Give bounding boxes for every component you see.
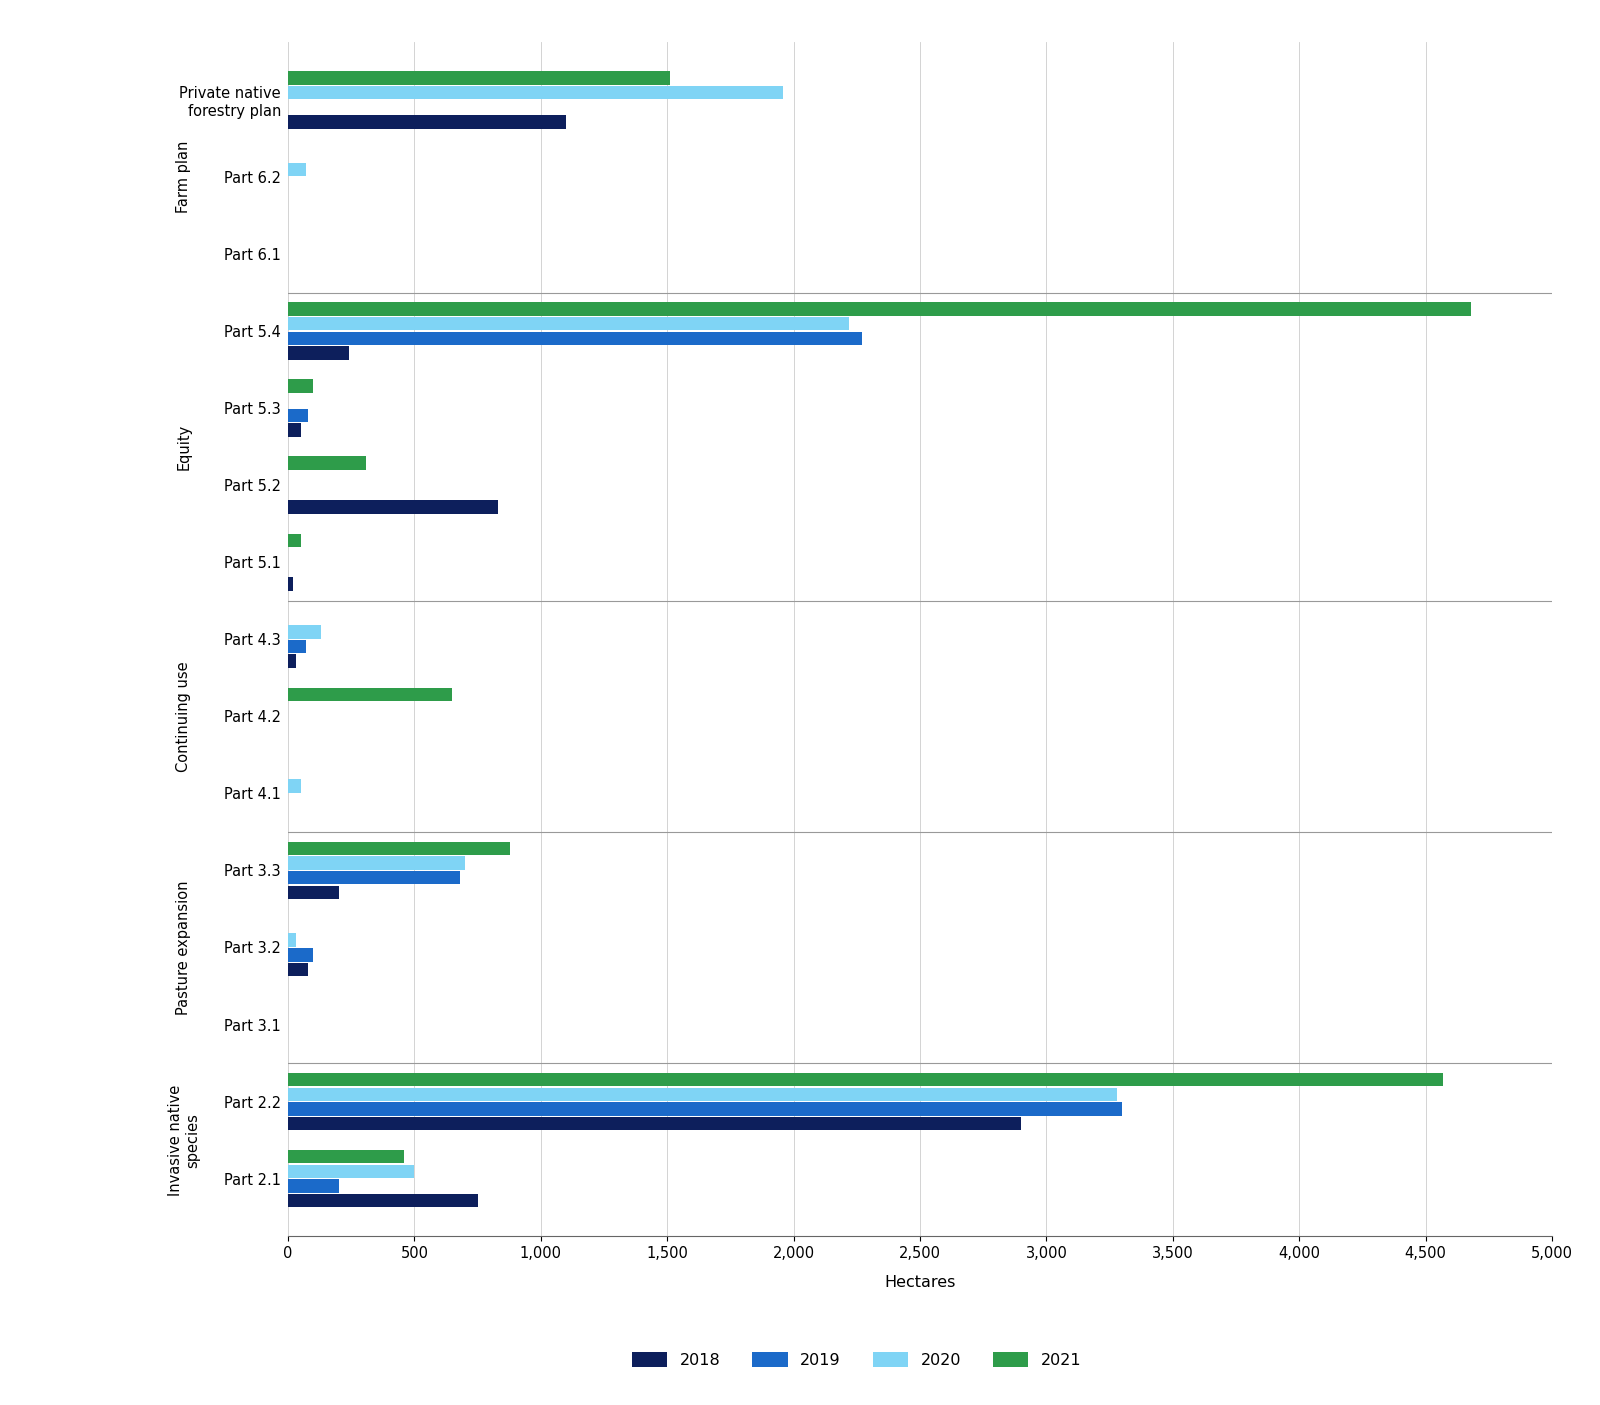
Bar (288, 423, 301, 437)
Legend: 2018, 2019, 2020, 2021: 2018, 2019, 2020, 2021 (626, 1346, 1088, 1374)
Bar (288, 857, 466, 870)
X-axis label: Hectares: Hectares (885, 1274, 955, 1290)
Text: Equity: Equity (176, 423, 192, 469)
Text: Farm plan: Farm plan (176, 140, 192, 214)
Bar (288, 639, 306, 653)
Bar (288, 1165, 414, 1177)
Bar (288, 655, 296, 667)
Bar (288, 72, 670, 84)
Text: Invasive native
species: Invasive native species (168, 1085, 200, 1196)
Bar (288, 1179, 339, 1193)
Bar (288, 163, 306, 177)
Bar (288, 1194, 478, 1207)
Bar (288, 379, 314, 393)
Bar (288, 409, 309, 422)
Bar (288, 86, 784, 100)
Bar (288, 625, 322, 639)
Text: Pasture expansion: Pasture expansion (176, 880, 192, 1014)
Bar (288, 302, 1470, 316)
Bar (288, 1073, 1443, 1086)
Bar (288, 1117, 1021, 1130)
Bar (288, 962, 309, 976)
Bar (288, 842, 510, 856)
Bar (288, 534, 301, 547)
Bar (288, 457, 366, 469)
Bar (288, 1102, 1122, 1116)
Bar (288, 318, 850, 330)
Bar (288, 332, 862, 346)
Bar (288, 871, 459, 885)
Bar (288, 780, 301, 792)
Bar (288, 948, 314, 961)
Bar (288, 346, 349, 360)
Bar (288, 500, 498, 514)
Bar (288, 1087, 1117, 1102)
Text: Continuing use: Continuing use (176, 660, 192, 771)
Bar (288, 577, 293, 592)
Bar (288, 115, 566, 129)
Bar (288, 1149, 405, 1163)
Bar (288, 933, 296, 947)
Bar (288, 885, 339, 899)
Bar (288, 687, 453, 701)
